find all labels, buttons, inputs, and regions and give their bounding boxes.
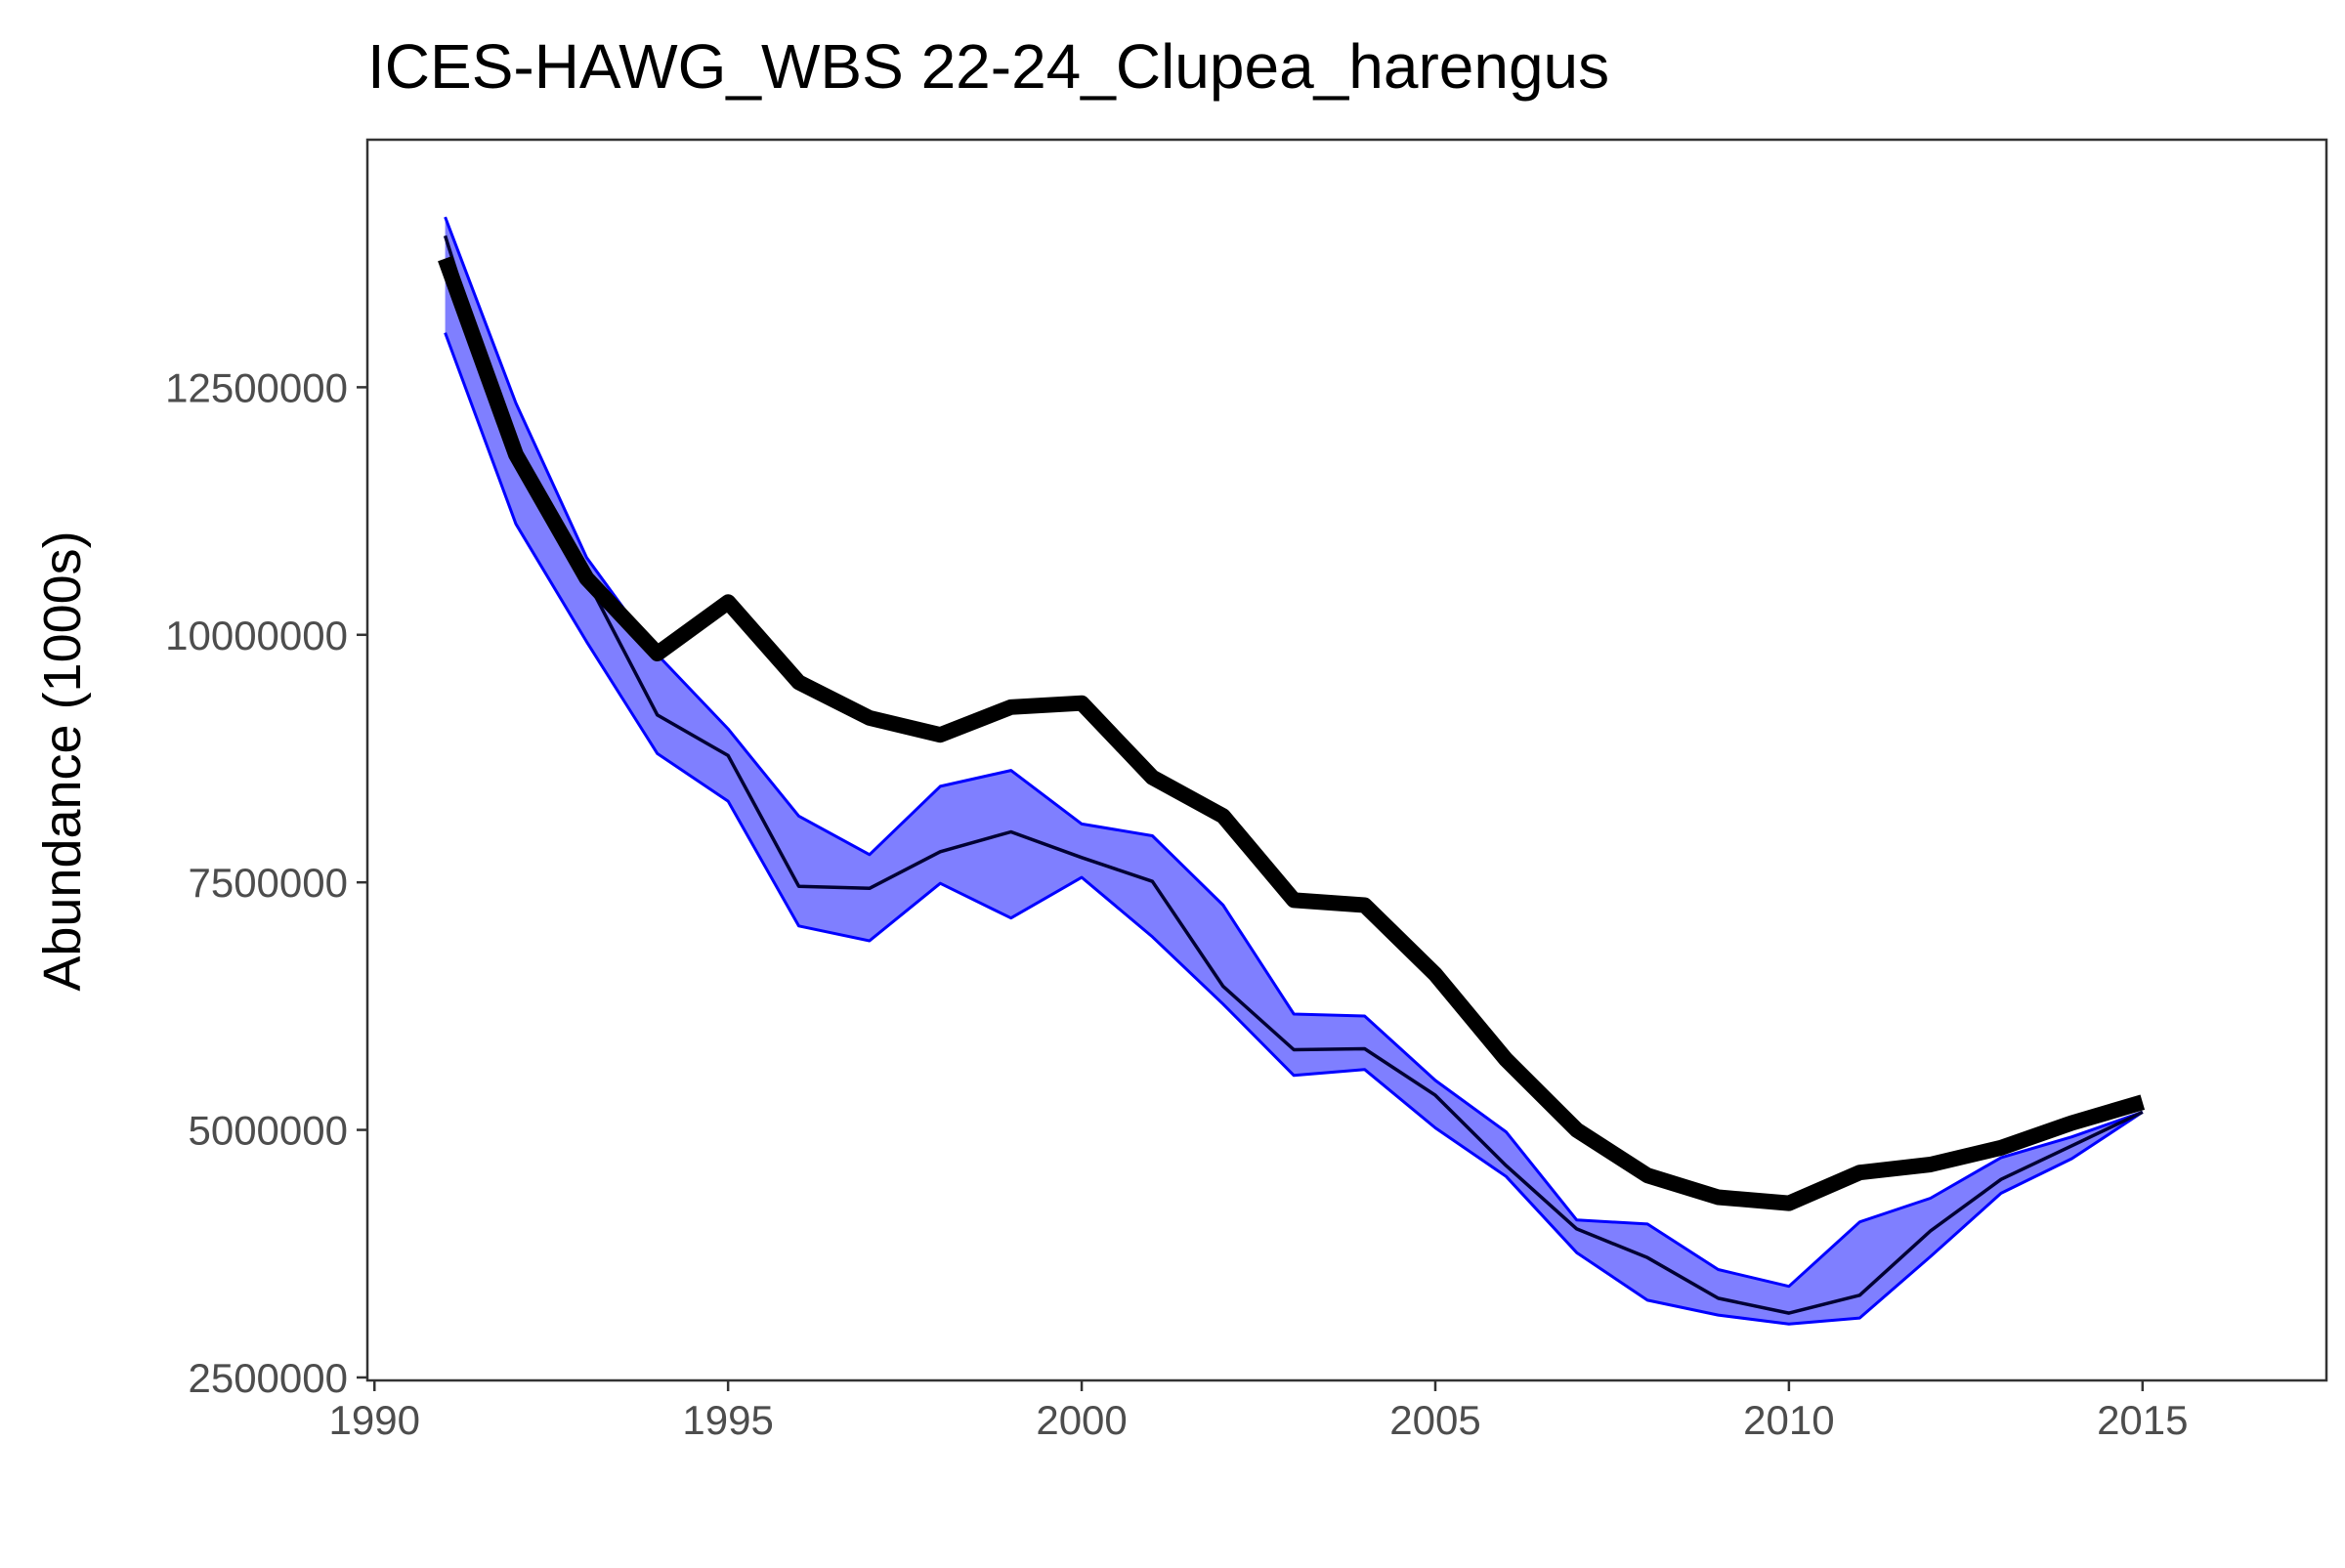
confidence-band-layer bbox=[444, 216, 2144, 1326]
y-axis-label: Abundance (1000s) bbox=[33, 530, 92, 991]
confidence-band-area bbox=[445, 217, 2143, 1325]
x-tick-label: 2000 bbox=[1036, 1397, 1127, 1443]
confidence-band-lower-line bbox=[444, 332, 2144, 1326]
x-axis: 1990 1995 2000 2005 2010 2015 bbox=[329, 1380, 2189, 1443]
median-series-line bbox=[443, 234, 2144, 1315]
confidence-band-upper-line bbox=[444, 216, 2144, 1289]
x-tick-label: 2005 bbox=[1389, 1397, 1480, 1443]
x-tick-label: 2010 bbox=[1743, 1397, 1834, 1443]
x-tick-label: 2015 bbox=[2097, 1397, 2188, 1443]
y-tick-label: 10000000 bbox=[165, 613, 348, 658]
series-line-layer bbox=[438, 234, 2146, 1315]
y-tick-label: 7500000 bbox=[188, 860, 348, 906]
chart-title: ICES-HAWG_WBS 22-24_Clupea_harengus bbox=[367, 31, 1609, 102]
y-tick-label: 2500000 bbox=[188, 1355, 348, 1401]
y-tick-label: 5000000 bbox=[188, 1108, 348, 1154]
x-tick-label: 1995 bbox=[682, 1397, 773, 1443]
x-tick-label: 1990 bbox=[329, 1397, 420, 1443]
y-axis: 2500000 5000000 7500000 10000000 12500000 bbox=[165, 364, 367, 1401]
assessment-series-line bbox=[438, 255, 2146, 1211]
plot-panel bbox=[365, 138, 2328, 1382]
y-tick-label: 12500000 bbox=[165, 364, 348, 410]
